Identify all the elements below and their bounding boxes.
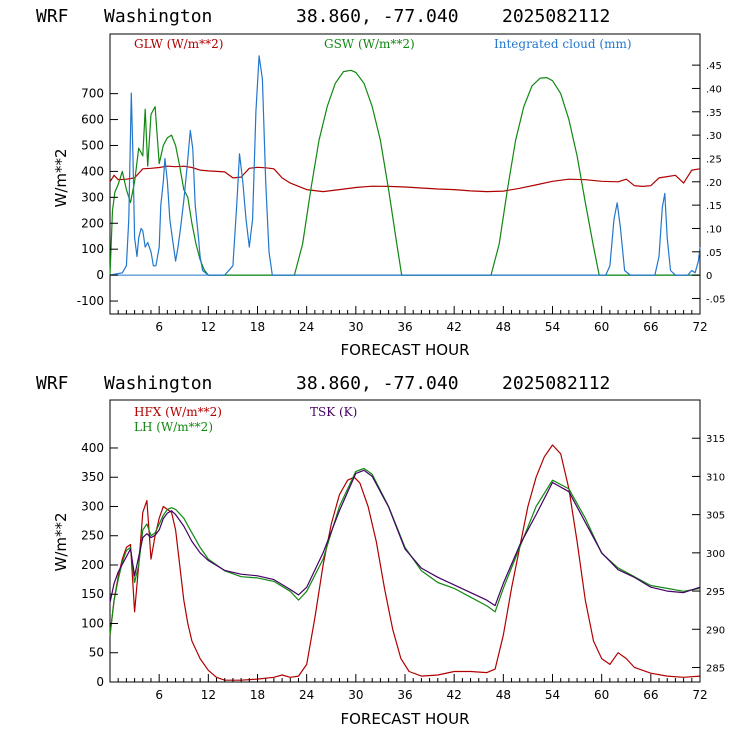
y2-tick-label: 310 <box>706 472 725 483</box>
y2-tick-label: 295 <box>706 587 725 598</box>
x-tick-label: 18 <box>250 320 265 334</box>
header-model: WRF <box>36 6 69 27</box>
y2-tick-label: .25 <box>706 154 722 165</box>
legend-tsk: TSK (K) <box>310 405 357 419</box>
chart-panel-hfx-lh-tsk: WRF Washington 38.860, -77.040 202508211… <box>36 373 725 728</box>
y2-tick-label: 0 <box>706 271 712 282</box>
x-tick-label: 24 <box>299 688 314 702</box>
y2-tick-label: .05 <box>706 248 722 259</box>
header-location: Washington <box>104 373 212 394</box>
x-tick-label: 42 <box>447 320 462 334</box>
series-layer <box>109 55 701 276</box>
legend-cloud: Integrated cloud (mm) <box>494 37 632 51</box>
y-tick-label: 350 <box>81 470 104 484</box>
x-tick-label: 36 <box>397 688 412 702</box>
series-line-0 <box>109 444 701 681</box>
x-tick-label: 66 <box>643 688 658 702</box>
y-tick-label: 600 <box>81 113 104 127</box>
legend-glw: GLW (W/m**2) <box>134 37 223 51</box>
x-tick-label: 30 <box>348 688 363 702</box>
y-tick-label: 500 <box>81 138 104 152</box>
y2-tick-label: .30 <box>706 131 722 142</box>
x-tick-label: 54 <box>545 688 560 702</box>
series-layer <box>109 444 701 681</box>
x-tick-label: 6 <box>155 320 163 334</box>
header-coords: 38.860, -77.040 <box>296 373 459 394</box>
x-tick-label: 12 <box>201 688 216 702</box>
header-model: WRF <box>36 373 69 394</box>
y2-tick-label: .40 <box>706 84 722 95</box>
x-tick-label: 42 <box>447 688 462 702</box>
y-tick-label: -100 <box>77 294 104 308</box>
y-tick-label: 300 <box>81 190 104 204</box>
x-tick-label: 60 <box>594 688 609 702</box>
y-tick-label: 400 <box>81 164 104 178</box>
x-tick-label: 54 <box>545 320 560 334</box>
y-tick-label: 0 <box>96 268 104 282</box>
series-line-2 <box>109 55 701 276</box>
y-tick-label: 250 <box>81 529 104 543</box>
x-tick-label: 72 <box>692 688 707 702</box>
y-tick-label: 300 <box>81 499 104 513</box>
series-line-1 <box>109 69 700 276</box>
y-axis-ticks: 0 50 100 150 200 250 300 350 400 <box>81 441 118 689</box>
legend-lh: LH (W/m**2) <box>134 420 213 434</box>
x-tick-label: 6 <box>155 688 163 702</box>
x-tick-label: 48 <box>496 320 511 334</box>
series-line-1 <box>109 467 701 636</box>
y2-tick-label: 290 <box>706 625 725 636</box>
y2-tick-label: .20 <box>706 178 722 189</box>
x-axis-ticks: 6 12 18 24 30 36 42 48 54 60 66 72 <box>117 306 708 334</box>
header-init-time: 2025082112 <box>502 373 610 394</box>
y-tick-label: 700 <box>81 87 104 101</box>
y-tick-label: 100 <box>81 242 104 256</box>
y2-axis-ticks: -.05 0 .05 .10 .15 .20 .25 .30 .35 .40 .45 <box>692 61 726 305</box>
y-tick-label: 150 <box>81 587 104 601</box>
y2-tick-label: 285 <box>706 663 725 674</box>
x-tick-label: 30 <box>348 320 363 334</box>
y2-axis-ticks: 285 290 295 300 305 310 315 <box>692 434 725 674</box>
legend-gsw: GSW (W/m**2) <box>324 37 415 51</box>
y2-tick-label: .45 <box>706 61 722 72</box>
x-axis-label: FORECAST HOUR <box>340 341 469 359</box>
y-tick-label: 0 <box>96 675 104 689</box>
y-axis-ticks: -100 0 100 200 300 400 500 600 700 <box>77 87 118 308</box>
y2-tick-label: 300 <box>706 549 725 560</box>
plot-frame <box>109 399 701 683</box>
y2-tick-label: .35 <box>706 108 722 119</box>
y2-tick-label: .10 <box>706 224 722 235</box>
x-tick-label: 60 <box>594 320 609 334</box>
y2-tick-label: -.05 <box>706 294 726 305</box>
header-coords: 38.860, -77.040 <box>296 6 459 27</box>
y2-tick-label: .15 <box>706 201 722 212</box>
legend: GLW (W/m**2) GSW (W/m**2) Integrated clo… <box>134 37 632 51</box>
x-tick-label: 24 <box>299 320 314 334</box>
x-axis-label: FORECAST HOUR <box>340 710 469 728</box>
y-tick-label: 400 <box>81 441 104 455</box>
y2-tick-label: 305 <box>706 511 725 522</box>
x-tick-label: 18 <box>250 688 265 702</box>
series-line-2 <box>109 469 701 607</box>
header-location: Washington <box>104 6 212 27</box>
legend-hfx: HFX (W/m**2) <box>134 405 222 419</box>
y-tick-label: 100 <box>81 616 104 630</box>
y2-tick-label: 315 <box>706 434 725 445</box>
y-axis-label: W/m**2 <box>52 512 70 571</box>
x-tick-label: 36 <box>397 320 412 334</box>
y-axis-label: W/m**2 <box>52 148 70 207</box>
y-tick-label: 200 <box>81 216 104 230</box>
series-line-0 <box>109 165 701 193</box>
x-tick-label: 72 <box>692 320 707 334</box>
plot-frame <box>109 33 701 315</box>
x-tick-label: 66 <box>643 320 658 334</box>
x-tick-label: 48 <box>496 688 511 702</box>
x-tick-label: 12 <box>201 320 216 334</box>
chart-panel-glw-gsw-cloud: WRF Washington 38.860, -77.040 202508211… <box>36 6 726 359</box>
x-axis-ticks: 6 12 18 24 30 36 42 48 54 60 66 72 <box>117 674 708 702</box>
header-init-time: 2025082112 <box>502 6 610 27</box>
y-tick-label: 50 <box>89 646 104 660</box>
legend: HFX (W/m**2) LH (W/m**2) TSK (K) <box>134 405 357 434</box>
y-tick-label: 200 <box>81 558 104 572</box>
